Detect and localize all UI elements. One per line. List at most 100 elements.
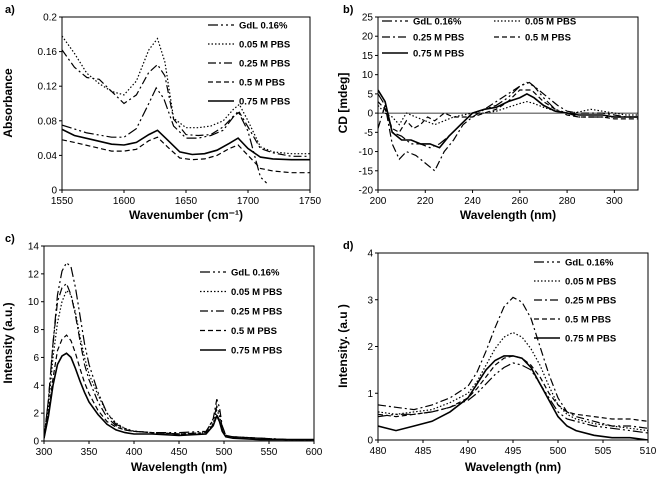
x-tick-label: 480: [370, 446, 387, 457]
series-line-1: [378, 362, 648, 434]
x-tick-label: 300: [36, 447, 53, 458]
x-tick-label: 500: [216, 447, 233, 458]
y-tick-label: 10: [362, 70, 374, 81]
x-tick-label: 600: [306, 447, 323, 458]
y-tick-label: 8: [33, 325, 39, 336]
chart-panel-2: b) 200 220 240 260 280 300 -20 -15 -10 -5 0 5 10 15 20 2…: [336, 4, 639, 222]
x-tick-label: 510: [640, 446, 657, 457]
y-tick-label: 4: [367, 249, 373, 260]
legend-label-1: GdL 0.16%: [231, 268, 280, 279]
x-tick-label: 200: [370, 196, 387, 207]
legend-label-3: 0.25 M PBS: [413, 33, 464, 44]
legend-label-4: 0.5 M PBS: [525, 33, 571, 44]
series-line-3: [62, 49, 310, 157]
y-tick-label: 0: [367, 109, 373, 120]
panel-label: b): [343, 4, 354, 16]
series-line-5: [62, 128, 310, 161]
x-tick-label: 1550: [51, 196, 74, 207]
series-line-5: [378, 355, 648, 440]
panel-label: d): [343, 240, 354, 252]
y-tick-label: 15: [362, 51, 374, 62]
x-tick-label: 450: [171, 447, 188, 458]
y-tick-label: 0.08: [38, 116, 58, 127]
y-tick-label: 14: [28, 242, 40, 253]
legend-label-4: 0.5 M PBS: [565, 315, 611, 326]
x-tick-label: 1650: [175, 196, 198, 207]
legend-label-3: 0.25 M PBS: [565, 296, 616, 307]
x-tick-label: 490: [460, 446, 477, 457]
x-axis-label: Wavenumber (cm⁻¹): [129, 208, 243, 222]
x-axis-label: Wavelength (nm): [465, 460, 561, 474]
y-tick-label: 3: [367, 295, 373, 306]
legend-label-4: 0.5 M PBS: [239, 78, 285, 89]
series-line-3: [378, 296, 648, 429]
x-tick-label: 400: [126, 447, 143, 458]
series-line-5: [378, 89, 638, 149]
series-line-3: [378, 81, 638, 172]
x-tick-label: 495: [505, 446, 522, 457]
y-tick-label: 0.2: [43, 13, 57, 24]
y-tick-label: 25: [362, 13, 374, 24]
y-tick-label: 2: [367, 342, 373, 353]
series-line-2: [378, 331, 648, 432]
legend-label-2: 0.05 M PBS: [525, 17, 576, 28]
x-tick-label: 550: [261, 447, 278, 458]
legend-label-4: 0.5 M PBS: [231, 326, 277, 337]
x-tick-label: 1700: [237, 196, 260, 207]
series-line-4: [62, 136, 310, 174]
y-tick-label: 20: [362, 32, 374, 43]
series-line-2: [378, 100, 638, 126]
x-tick-label: 500: [550, 446, 567, 457]
y-tick-label: -5: [364, 128, 373, 139]
y-tick-label: 0.04: [38, 151, 58, 162]
chart-panel-4: d) 480 485 490 495 500 505 510 0 1 2 3 4 Wavelength (…: [336, 240, 657, 474]
legend-label-3: 0.25 M PBS: [231, 307, 282, 318]
x-tick-label: 1750: [299, 196, 322, 207]
legend-label-5: 0.75 M PBS: [239, 97, 290, 108]
series-line-2: [44, 289, 314, 441]
y-tick-label: 1: [367, 389, 373, 400]
legend-label-5: 0.75 M PBS: [565, 334, 616, 345]
series-line-1: [44, 261, 314, 441]
y-axis-label: Intensity (a.u.): [1, 302, 15, 383]
y-tick-label: -20: [359, 186, 374, 197]
y-tick-label: 6: [33, 353, 39, 364]
series-line-5: [44, 352, 314, 441]
series-line-1: [62, 86, 268, 184]
x-tick-label: 1600: [113, 196, 136, 207]
legend-label-1: GdL 0.16%: [413, 17, 462, 28]
legend-label-2: 0.05 M PBS: [231, 287, 282, 298]
legend-label-1: GdL 0.16%: [239, 21, 288, 32]
legend-label-5: 0.75 M PBS: [231, 346, 282, 357]
x-tick-label: 280: [559, 196, 576, 207]
y-tick-label: 2: [33, 409, 39, 420]
plot-frame: [377, 16, 639, 191]
y-tick-label: -15: [359, 166, 374, 177]
y-tick-label: 0: [33, 437, 39, 448]
x-tick-label: 260: [511, 196, 528, 207]
series-line-2: [62, 35, 310, 155]
y-tick-label: 12: [28, 269, 40, 280]
y-tick-label: 0.16: [38, 47, 58, 58]
x-tick-label: 300: [606, 196, 623, 207]
panel-label: a): [5, 4, 15, 16]
x-tick-label: 350: [81, 447, 98, 458]
legend-label-1: GdL 0.16%: [565, 258, 614, 269]
series-line-3: [44, 282, 314, 441]
chart-panel-1: a) 1550 1600 1650 1700 1750 0 0.04 0.08 0.12 0.16 0…: [1, 4, 322, 222]
x-tick-label: 485: [415, 446, 432, 457]
series-line-1: [378, 81, 638, 149]
y-tick-label: 0: [367, 436, 373, 447]
y-tick-label: 0: [51, 186, 57, 197]
y-axis-label: CD [mdeg]: [336, 73, 350, 134]
x-axis-label: Wavelength (nm): [131, 460, 227, 474]
legend-label-2: 0.05 M PBS: [239, 40, 290, 51]
y-tick-label: 5: [367, 89, 373, 100]
series-line-4: [378, 355, 648, 422]
y-tick-label: -10: [359, 147, 374, 158]
y-tick-label: 0.12: [38, 82, 58, 93]
legend-label-5: 0.75 M PBS: [413, 49, 464, 60]
y-axis-label: Absorbance: [1, 68, 15, 138]
y-axis-label: Intensity. (a.u ): [336, 304, 350, 388]
